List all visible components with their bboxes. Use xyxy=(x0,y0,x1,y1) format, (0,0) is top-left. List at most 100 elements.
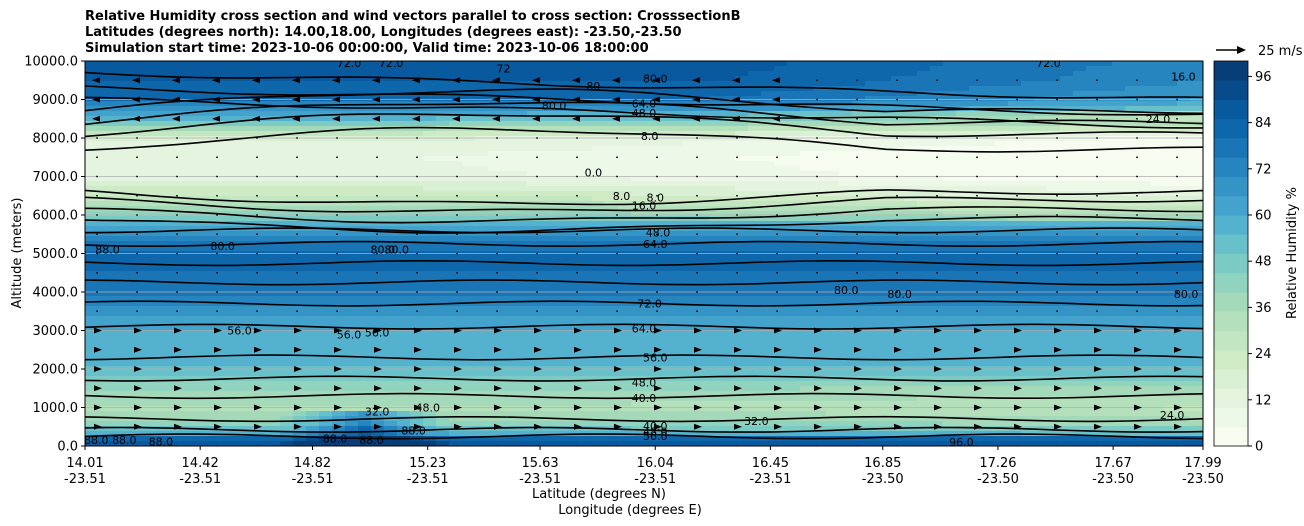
field-cell xyxy=(267,401,281,407)
field-cell xyxy=(384,256,398,262)
field-cell xyxy=(371,66,385,72)
field-cell xyxy=(462,356,476,362)
field-cell xyxy=(774,421,788,427)
field-cell xyxy=(631,271,645,277)
field-cell xyxy=(618,336,632,342)
field-cell xyxy=(683,301,697,307)
field-cell xyxy=(410,171,424,177)
field-cell xyxy=(761,211,775,217)
field-cell xyxy=(462,96,476,102)
field-cell xyxy=(631,266,645,272)
field-cell xyxy=(293,141,307,147)
field-cell xyxy=(631,76,645,82)
field-cell xyxy=(644,216,658,222)
field-cell xyxy=(826,111,840,117)
field-cell xyxy=(722,386,736,392)
field-cell xyxy=(761,301,775,307)
field-cell xyxy=(306,361,320,367)
field-cell xyxy=(670,186,684,192)
field-cell xyxy=(696,266,710,272)
field-cell xyxy=(371,81,385,87)
field-cell xyxy=(540,436,554,442)
field-cell xyxy=(709,81,723,87)
field-cell xyxy=(904,336,918,342)
field-cell xyxy=(189,296,203,302)
field-cell xyxy=(553,161,567,167)
field-cell xyxy=(163,76,177,82)
field-cell xyxy=(228,361,242,367)
field-cell xyxy=(774,301,788,307)
field-cell xyxy=(137,81,151,87)
field-cell xyxy=(345,441,359,446)
field-cell xyxy=(618,136,632,142)
field-cell xyxy=(137,266,151,272)
field-cell xyxy=(670,426,684,432)
field-cell xyxy=(436,61,450,67)
field-cell xyxy=(436,161,450,167)
field-cell xyxy=(475,421,489,427)
field-cell xyxy=(410,166,424,172)
field-cell xyxy=(592,246,606,252)
field-cell xyxy=(85,211,99,217)
field-cell xyxy=(384,356,398,362)
field-cell xyxy=(683,401,697,407)
field-cell xyxy=(462,156,476,162)
field-cell xyxy=(722,166,736,172)
field-cell xyxy=(384,316,398,322)
field-cell xyxy=(306,81,320,87)
field-cell xyxy=(397,166,411,172)
field-cell xyxy=(189,271,203,277)
field-cell xyxy=(436,121,450,127)
field-cell xyxy=(761,156,775,162)
field-cell xyxy=(514,121,528,127)
field-cell xyxy=(813,241,827,247)
field-cell xyxy=(371,381,385,387)
field-cell xyxy=(150,91,164,97)
field-cell xyxy=(436,146,450,152)
field-cell xyxy=(150,211,164,217)
field-cell xyxy=(228,156,242,162)
field-cell xyxy=(657,321,671,327)
field-cell xyxy=(852,201,866,207)
field-cell xyxy=(696,331,710,337)
field-cell xyxy=(605,66,619,72)
field-cell xyxy=(696,61,710,67)
field-cell xyxy=(696,151,710,157)
field-cell xyxy=(124,161,138,167)
field-cell xyxy=(787,361,801,367)
field-cell xyxy=(358,116,372,122)
field-cell xyxy=(111,181,125,187)
field-cell xyxy=(462,261,476,267)
field-cell xyxy=(462,136,476,142)
field-cell xyxy=(722,441,736,446)
field-cell xyxy=(111,311,125,317)
field-cell xyxy=(176,171,190,177)
field-cell xyxy=(384,141,398,147)
field-cell xyxy=(891,236,905,242)
field-cell xyxy=(748,431,762,437)
field-cell xyxy=(449,421,463,427)
field-cell xyxy=(787,401,801,407)
field-cell xyxy=(345,141,359,147)
field-cell xyxy=(683,381,697,387)
field-cell xyxy=(215,156,229,162)
field-cell xyxy=(631,221,645,227)
field-cell xyxy=(865,176,879,182)
field-cell xyxy=(410,321,424,327)
field-cell xyxy=(215,351,229,357)
field-cell xyxy=(137,301,151,307)
field-cell xyxy=(501,136,515,142)
field-cell xyxy=(514,221,528,227)
field-cell xyxy=(345,191,359,197)
field-cell xyxy=(475,436,489,442)
field-cell xyxy=(865,286,879,292)
field-cell xyxy=(605,351,619,357)
field-cell xyxy=(514,376,528,382)
field-cell xyxy=(475,81,489,87)
field-cell xyxy=(605,141,619,147)
field-cell xyxy=(189,341,203,347)
field-cell xyxy=(150,401,164,407)
field-cell xyxy=(397,386,411,392)
field-cell xyxy=(839,421,853,427)
field-cell xyxy=(852,61,866,67)
